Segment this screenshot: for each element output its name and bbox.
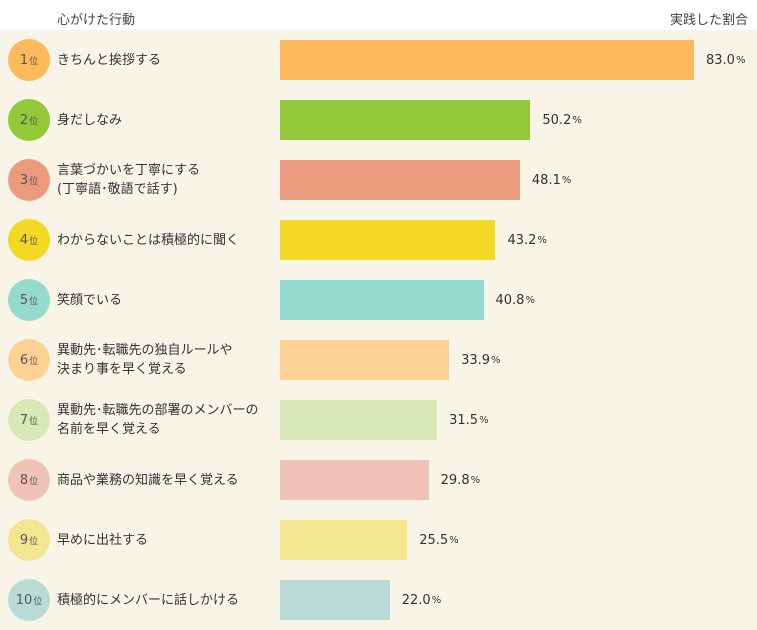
bar (280, 580, 390, 620)
header-rate: 実践した割合 (669, 13, 748, 28)
value-unit: % (735, 54, 746, 66)
bar-row: 1 位きちんと挨拶する 83.0% (0, 30, 757, 90)
rank-suffix: 位 (29, 56, 39, 67)
category-label: きちんと挨拶する (57, 52, 162, 68)
bar (280, 160, 520, 200)
category-label: 早めに出社する (57, 532, 149, 548)
rank-badge: 10 位 (8, 579, 50, 621)
rank-suffix: 位 (29, 356, 39, 367)
bar-row: 5 位笑顔でいる 40.8% (0, 270, 757, 330)
value-unit: % (479, 414, 489, 426)
rank-suffix: 位 (29, 476, 39, 487)
value-number: 50.2 (542, 112, 572, 128)
rank-suffix: 位 (29, 176, 39, 187)
value-number: 25.5 (419, 532, 449, 548)
value-label: 29.8% (441, 460, 480, 500)
bar-row: 8 位商品や業務の知識を早く覚える 29.8% (0, 450, 757, 510)
header-behavior: 心がけた行動 (57, 13, 136, 28)
bar-row: 10 位積極的にメンバーに話しかける 22.0% (0, 570, 757, 630)
rank-number: 3 (19, 172, 29, 188)
bar (280, 280, 484, 320)
value-number: 83.0 (706, 52, 735, 68)
bar-row: 7 位異動先･転職先の部署のメンバーの 名前を早く覚える 31.5% (0, 390, 757, 450)
bar (280, 40, 694, 80)
category-label: 笑顔でいる (57, 292, 123, 308)
value-label: 83.0% (706, 40, 745, 80)
rank-number: 9 (19, 532, 29, 548)
rank-suffix: 位 (29, 416, 39, 427)
value-label: 33.9% (461, 340, 500, 380)
value-number: 29.8 (440, 472, 470, 488)
value-number: 33.9 (461, 352, 491, 368)
value-unit: % (431, 594, 442, 606)
value-number: 48.1 (531, 172, 561, 188)
category-label: 積極的にメンバーに話しかける (57, 592, 240, 608)
rank-suffix: 位 (29, 536, 39, 547)
rank-suffix: 位 (33, 596, 43, 607)
rank-number: 4 (19, 232, 29, 248)
value-label: 25.5% (419, 520, 458, 560)
value-label: 22.0% (402, 580, 441, 620)
bar-row: 9 位早めに出社する 25.5% (0, 510, 757, 570)
value-unit: % (572, 114, 582, 126)
bar (280, 340, 450, 380)
category-label: 言葉づかいを丁寧にする (丁寧語･敬語で話す) (57, 163, 201, 197)
value-unit: % (449, 534, 459, 546)
bar (280, 220, 496, 260)
rank-number: 2 (19, 112, 29, 128)
value-number: 43.2 (507, 232, 537, 248)
category-label: わからないことは積極的に聞く (57, 232, 240, 248)
rank-number: 5 (19, 292, 29, 308)
category-label: 商品や業務の知識を早く覚える (57, 472, 239, 488)
rank-number: 10 (15, 592, 33, 608)
rank-number: 1 (19, 52, 29, 68)
value-number: 31.5 (449, 412, 479, 428)
bar-row: 3 位言葉づかいを丁寧にする (丁寧語･敬語で話す) 48.1% (0, 150, 757, 210)
value-unit: % (561, 174, 572, 186)
bar (280, 100, 531, 140)
value-unit: % (470, 474, 481, 486)
category-label: 異動先･転職先の独自ルールや 決まり事を早く覚える (57, 343, 233, 377)
value-unit: % (537, 234, 547, 246)
value-label: 50.2% (542, 100, 581, 140)
bar-row: 6 位異動先･転職先の独自ルールや 決まり事を早く覚える 33.9% (0, 330, 757, 390)
chart-panel: 1 位きちんと挨拶する 83.0% 2 位身だしなみ 50.2% 3 位言葉づかいを丁寧にする… (0, 30, 757, 630)
rank-number: 8 (19, 472, 29, 488)
bar-row: 2 位身だしなみ 50.2% (0, 90, 757, 150)
value-label: 43.2% (507, 220, 546, 260)
rank-suffix: 位 (29, 236, 39, 247)
category-label: 身だしなみ (57, 112, 123, 128)
value-unit: % (491, 354, 501, 366)
bar (280, 400, 438, 440)
bar (280, 460, 429, 500)
rank-number: 7 (19, 412, 29, 428)
value-number: 22.0 (401, 592, 431, 608)
value-unit: % (525, 294, 535, 306)
rank-number: 6 (19, 352, 29, 368)
value-label: 48.1% (532, 160, 571, 200)
rank-suffix: 位 (29, 296, 39, 307)
bar-row: 4 位わからないことは積極的に聞く 43.2% (0, 210, 757, 270)
category-label: 異動先･転職先の部署のメンバーの 名前を早く覚える (57, 403, 259, 437)
value-number: 40.8 (495, 292, 525, 308)
bar (280, 520, 408, 560)
rank-suffix: 位 (29, 116, 39, 127)
value-label: 31.5% (449, 400, 488, 440)
value-label: 40.8% (496, 280, 535, 320)
